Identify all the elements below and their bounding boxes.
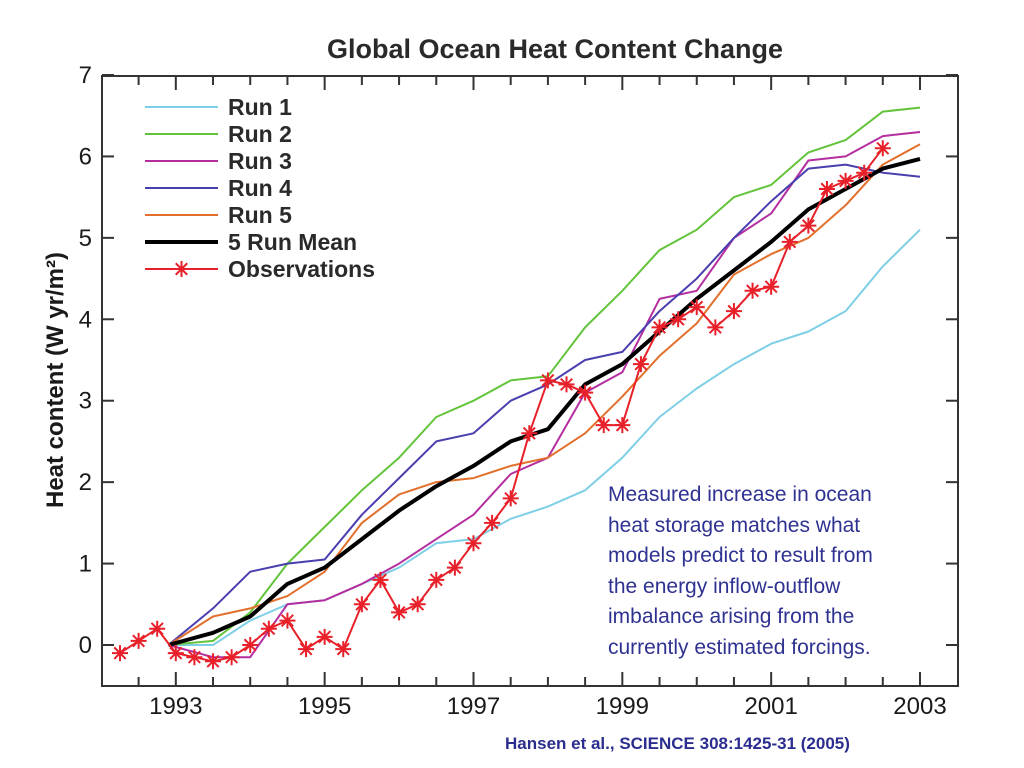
data-point xyxy=(874,140,891,157)
data-point xyxy=(409,596,426,613)
data-point xyxy=(651,319,668,336)
data-point xyxy=(484,514,501,531)
legend-label: Observations xyxy=(228,256,375,282)
data-point xyxy=(856,164,873,181)
data-point xyxy=(614,417,631,434)
citation: Hansen et al., SCIENCE 308:1425-31 (2005… xyxy=(505,734,850,753)
data-point xyxy=(130,632,147,649)
data-point xyxy=(149,620,166,637)
data-point xyxy=(316,628,333,645)
data-point xyxy=(688,299,705,316)
legend-label: 5 Run Mean xyxy=(228,229,357,255)
y-tick-label: 2 xyxy=(79,469,92,496)
y-tick-label: 7 xyxy=(79,62,92,89)
data-point xyxy=(744,282,761,299)
legend-label: Run 5 xyxy=(228,202,292,228)
data-point xyxy=(167,645,184,662)
data-point xyxy=(577,384,594,401)
data-point xyxy=(558,376,575,393)
data-point xyxy=(465,535,482,552)
series-run-5 xyxy=(167,143,921,646)
data-point xyxy=(446,559,463,576)
data-point xyxy=(205,653,222,670)
x-tick-label: 2001 xyxy=(744,693,797,720)
y-axis-label: Heat content (W yr/m²) xyxy=(42,252,69,508)
annotation-text: Measured increase in ocean heat storage … xyxy=(608,480,948,663)
legend-label: Run 2 xyxy=(228,121,292,147)
data-point xyxy=(670,311,687,328)
y-tick-label: 6 xyxy=(79,143,92,170)
series-5-run-mean xyxy=(167,156,921,647)
data-point xyxy=(837,172,854,189)
data-point xyxy=(112,645,128,662)
y-tick-label: 0 xyxy=(79,632,92,659)
data-point xyxy=(223,649,240,666)
series-line xyxy=(167,156,921,647)
annotation-line: imbalance arising from the xyxy=(608,605,855,628)
data-point xyxy=(428,571,445,588)
data-point xyxy=(279,612,296,629)
data-point xyxy=(800,217,817,234)
data-point xyxy=(372,571,389,588)
data-point xyxy=(521,425,538,442)
axis-ticks: 0 1 2 3 4 5 6 7 1993 1995 1997 1999 2001 2003 xyxy=(79,62,958,720)
data-point xyxy=(260,620,277,637)
data-point xyxy=(186,649,203,666)
chart-title: Global Ocean Heat Content Change xyxy=(327,34,783,64)
data-point xyxy=(539,372,556,389)
x-tick-label: 2003 xyxy=(893,693,946,720)
y-tick-label: 1 xyxy=(79,551,92,578)
legend-label: Run 1 xyxy=(228,94,292,120)
legend-label: Run 4 xyxy=(228,175,292,201)
series-layer xyxy=(112,106,921,670)
data-point xyxy=(391,604,408,621)
data-point xyxy=(781,233,798,250)
x-tick-label: 1993 xyxy=(149,693,202,720)
data-point xyxy=(632,356,649,373)
y-tick-label: 3 xyxy=(79,388,92,415)
data-point xyxy=(707,319,724,336)
data-point xyxy=(242,637,259,653)
data-point xyxy=(353,596,370,613)
series-observations xyxy=(112,140,891,670)
x-tick-label: 1997 xyxy=(447,693,500,720)
data-point xyxy=(763,278,780,295)
y-tick-label: 5 xyxy=(79,225,92,252)
annotation-line: the energy inflow-outflow xyxy=(608,574,841,598)
x-tick-label: 1995 xyxy=(298,693,351,720)
plot-area-frame xyxy=(101,75,959,687)
annotation-line: heat storage matches what xyxy=(608,513,861,537)
data-point xyxy=(335,641,352,658)
y-tick-label: 4 xyxy=(79,306,92,333)
data-point xyxy=(298,641,315,658)
legend-marker xyxy=(173,261,190,277)
data-point xyxy=(818,181,835,197)
data-point xyxy=(725,303,742,320)
annotation-line: Measured increase in ocean xyxy=(608,483,872,506)
series-line xyxy=(167,143,921,646)
legend-label: Run 3 xyxy=(228,148,292,174)
annotation-line: currently estimated forcings. xyxy=(608,635,871,659)
data-point xyxy=(502,490,519,507)
data-point xyxy=(595,417,612,434)
annotation-line: models predict to result from xyxy=(608,544,873,567)
x-tick-label: 1999 xyxy=(596,693,649,720)
